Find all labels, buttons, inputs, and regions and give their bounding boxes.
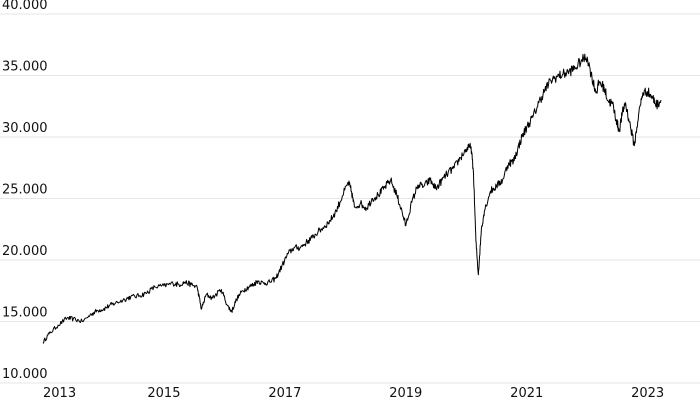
series-layer xyxy=(42,53,662,344)
x-tick-label: 2019 xyxy=(389,386,422,400)
y-axis-ticks: 10.000 15.000 20.000 25.000 30.000 35.000 40.0… xyxy=(2,0,48,382)
x-tick-label: 2013 xyxy=(43,386,76,400)
y-tick-label: 40.000 xyxy=(2,0,48,13)
x-axis-ticks: 2013 2015 2017 2019 2021 2023 xyxy=(43,386,664,400)
y-tick-label: 25.000 xyxy=(2,183,48,198)
y-tick-label: 30.000 xyxy=(2,121,48,136)
x-tick-label: 2023 xyxy=(631,386,664,400)
y-tick-label: 35.000 xyxy=(2,60,48,75)
x-tick-label: 2017 xyxy=(268,386,301,400)
x-tick-label: 2015 xyxy=(147,386,180,400)
x-tick-label: 2021 xyxy=(510,386,543,400)
y-tick-label: 15.000 xyxy=(2,306,48,321)
y-tick-label: 10.000 xyxy=(2,367,48,382)
series-line-0 xyxy=(42,53,662,344)
y-tick-label: 20.000 xyxy=(2,244,48,259)
gridlines xyxy=(0,13,700,384)
